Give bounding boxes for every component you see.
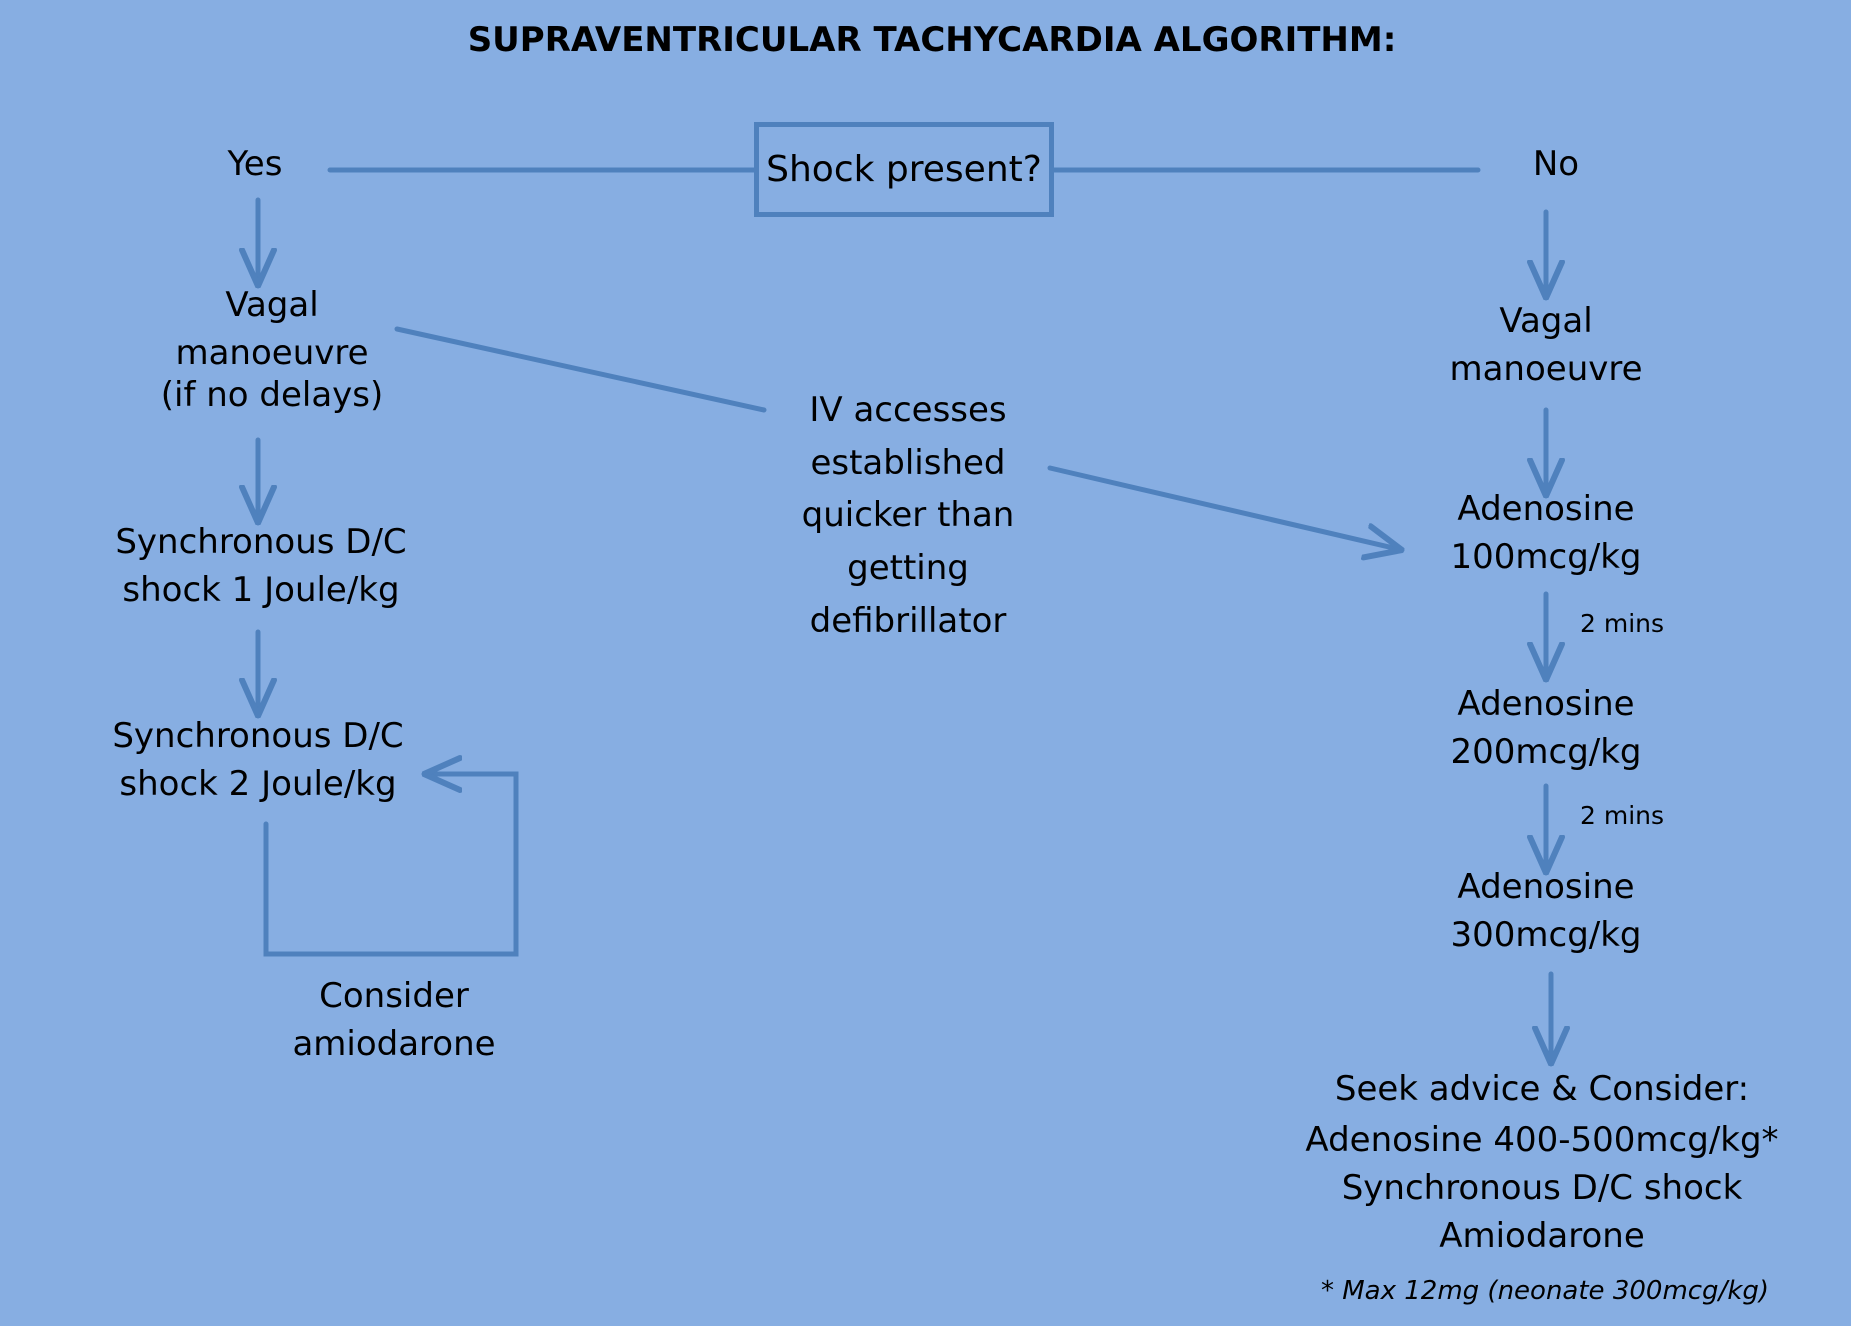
decision-label: Shock present? xyxy=(766,149,1042,190)
connector-vagal-to-iv-note xyxy=(394,326,767,413)
adenosine-200-node: Adenosine 200mcg/kg xyxy=(1450,681,1641,776)
text-line: Adenosine xyxy=(1457,867,1635,907)
text-line: manoeuvre xyxy=(1449,348,1643,389)
left-vagal-node: Vagal manoeuvre (if no delays) xyxy=(161,282,384,420)
text-line: Amiodarone xyxy=(1439,1216,1645,1256)
text-line: quicker than xyxy=(801,495,1015,536)
text-line: Adenosine xyxy=(1457,489,1635,529)
text-line: 200mcg/kg xyxy=(1450,731,1642,772)
text-line: Consider xyxy=(319,976,469,1016)
text-line: shock 2 Joule/kg xyxy=(119,763,397,804)
yes-label: Yes xyxy=(227,144,283,184)
adenosine-300-node: Adenosine 300mcg/kg xyxy=(1450,864,1641,959)
iv-access-note: IV accesses established quicker than get… xyxy=(802,384,1015,647)
shock-1-node: Synchronous D/C shock 1 Joule/kg xyxy=(115,519,406,614)
advice-node: Seek advice & Consider: Adenosine 400-50… xyxy=(1305,1064,1778,1262)
text-line: Synchronous D/C xyxy=(115,522,407,562)
text-line: Synchronous D/C xyxy=(112,716,404,756)
adenosine-100-node: Adenosine 100mcg/kg xyxy=(1450,486,1641,581)
text-line: Adenosine xyxy=(1457,684,1635,724)
right-vagal-node: Vagal manoeuvre xyxy=(1449,298,1642,393)
text-line: established xyxy=(810,442,1006,483)
text-line: IV accesses xyxy=(809,390,1007,430)
interval-label-2: 2 mins xyxy=(1580,801,1665,830)
interval-label-1: 2 mins xyxy=(1580,609,1665,638)
text-line: Synchronous D/C shock xyxy=(1341,1168,1743,1208)
text-line: Adenosine 400-500mcg/kg* xyxy=(1305,1120,1779,1160)
text-line: shock 1 Joule/kg xyxy=(122,569,400,610)
page-title: SUPRAVENTRICULAR TACHYCARDIA ALGORITHM: xyxy=(467,20,1397,60)
text-line: (if no delays) xyxy=(160,375,384,416)
text-line: Seek advice & Consider: xyxy=(1334,1069,1750,1109)
text-line: getting xyxy=(847,548,969,589)
text-line: defibrillator xyxy=(809,600,1007,641)
text-line: 300mcg/kg xyxy=(1450,914,1642,955)
shock-2-node: Synchronous D/C shock 2 Joule/kg xyxy=(112,713,403,808)
text-line: manoeuvre xyxy=(175,332,369,373)
no-label: No xyxy=(1532,144,1580,184)
footnote: * Max 12mg (neonate 300mcg/kg) xyxy=(1320,1276,1770,1306)
loop-amiodarone-to-shock2 xyxy=(263,774,519,957)
arrow-iv-note-to-adenosine xyxy=(1047,465,1402,550)
text-line: 100mcg/kg xyxy=(1450,536,1642,577)
text-line: amiodarone xyxy=(292,1023,496,1064)
decision-box: Shock present? xyxy=(754,122,1054,217)
text-line: Vagal xyxy=(225,285,319,325)
amiodarone-node: Consider amiodarone xyxy=(292,973,495,1068)
text-line: Vagal xyxy=(1499,301,1593,341)
